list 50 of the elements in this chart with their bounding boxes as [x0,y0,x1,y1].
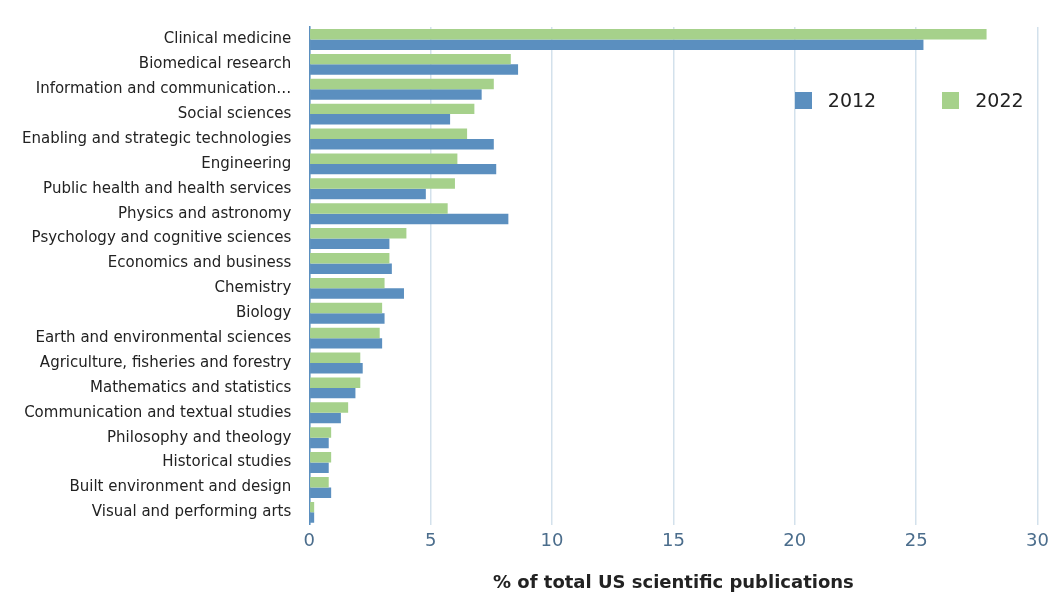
bar [310,153,458,164]
y-tick-label: Communication and textual studies [24,402,292,421]
bar [310,28,987,40]
y-tick-label: Engineering [201,153,292,172]
bar [310,477,329,488]
bar [310,103,475,115]
y-tick-label: Physics and astronomy [118,203,292,222]
bar [310,53,511,65]
y-tick-label: Philosophy and theology [107,427,292,446]
x-axis-title: % of total US scientific publications [493,570,854,592]
y-tick-label: Information and communication… [35,79,292,98]
bar [310,178,455,189]
y-tick-label: Chemistry [214,278,292,297]
bar [310,78,494,90]
legend-label: 2012 [827,89,877,111]
y-tick-label: Clinical medicine [163,29,292,48]
x-tick-label: 5 [424,529,437,551]
y-tick-label: Economics and business [107,253,292,272]
bar [310,253,390,264]
y-tick-label: Enabling and strategic technologies [22,128,292,147]
y-tick-label: Biomedical research [138,54,292,73]
bar [310,277,385,289]
legend-label: 2022 [975,89,1024,111]
x-tick-label: 25 [904,529,928,551]
bar [310,327,380,339]
y-tick-label: Agriculture, fisheries and forestry [39,352,292,371]
y-tick-label: Built environment and design [69,477,292,496]
bar [310,302,383,314]
bar [310,128,468,140]
y-tick-label: Mathematics and statistics [90,377,292,396]
y-tick-label: Public health and health services [43,178,292,197]
x-tick-label: 10 [540,529,564,551]
bar [310,452,332,463]
bar [310,427,332,438]
y-tick-label: Psychology and cognitive sciences [31,228,292,247]
bar [310,402,349,413]
y-tick-label: Earth and environmental sciences [35,328,292,347]
y-tick-label: Visual and performing arts [91,502,292,521]
bar [310,352,361,364]
bar [310,203,448,214]
y-tick-label: Social sciences [177,104,292,123]
x-tick-label: 30 [1026,529,1049,551]
bar [310,377,361,388]
bar [310,228,407,239]
x-tick-label: 20 [783,529,807,551]
x-tick-label: 0 [303,529,316,551]
y-tick-label: Biology [235,303,292,322]
bar [310,501,315,513]
y-tick-label: Historical studies [162,452,292,471]
x-tick-label: 15 [661,529,685,551]
